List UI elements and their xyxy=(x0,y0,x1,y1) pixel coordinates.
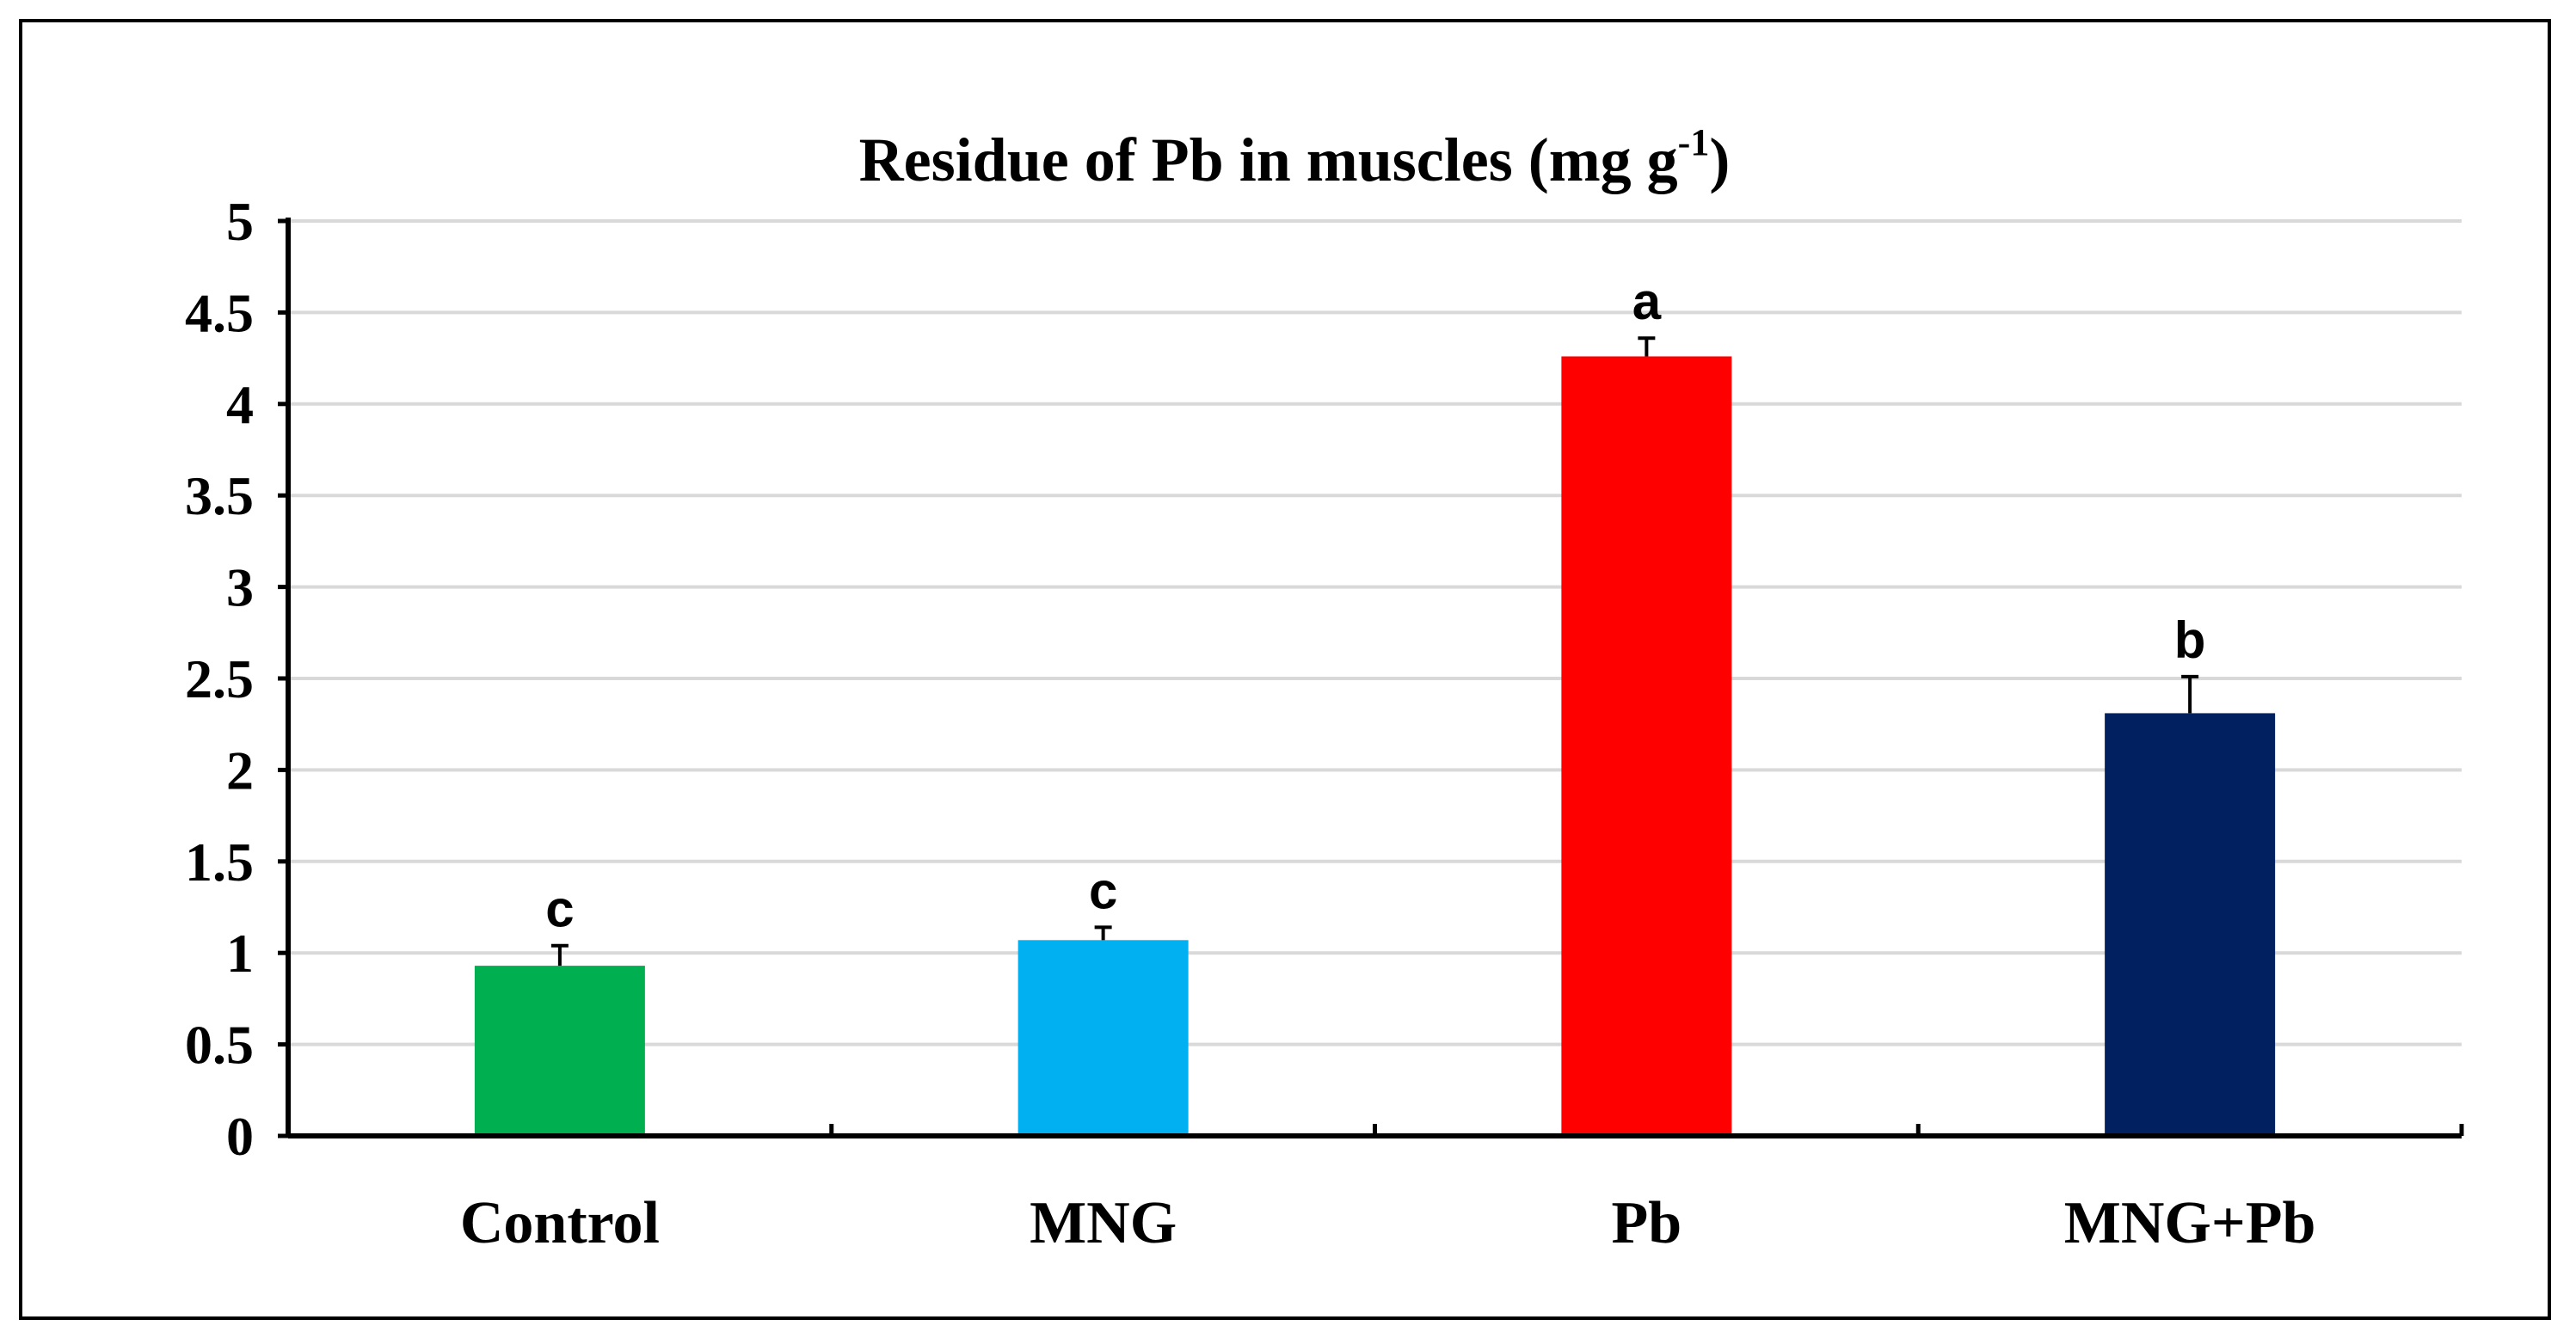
y-tick-label: 1.5 xyxy=(185,832,254,893)
y-tick-label: 4.5 xyxy=(185,282,254,343)
bar-control xyxy=(474,966,645,1136)
y-tick-label: 0 xyxy=(226,1106,254,1167)
y-tick-label: 2 xyxy=(226,740,254,801)
significance-letter: b xyxy=(2174,611,2206,669)
axes xyxy=(278,218,2464,1138)
y-tick-label: 4 xyxy=(226,374,254,435)
y-tick-label: 5 xyxy=(226,191,254,252)
bar-mng-pb xyxy=(2105,713,2276,1136)
gridlines xyxy=(288,219,2462,1046)
y-tick-label: 2.5 xyxy=(185,648,254,709)
bars xyxy=(474,336,2276,1136)
significance-letter: a xyxy=(1632,273,1662,330)
x-category-label: MNG xyxy=(1030,1190,1177,1256)
chart-title: Residue of Pb in muscles (mg g-1) xyxy=(859,121,1731,194)
significance-letter: c xyxy=(545,881,574,938)
x-category-label: MNG+Pb xyxy=(2064,1190,2316,1256)
bar-mng xyxy=(1017,940,1189,1136)
y-tick-label: 3 xyxy=(226,557,254,618)
title-suffix: ) xyxy=(1709,126,1730,194)
labels: 0 0.5 1 1.5 2 2.5 3 3.5 4 4.5 5 c Control c MNG a Pb b MNG… xyxy=(185,191,2315,1256)
y-tick-label: 0.5 xyxy=(185,1015,254,1076)
title-superscript: -1 xyxy=(1678,121,1710,163)
x-category-label: Control xyxy=(460,1190,660,1256)
title-main: Residue of Pb in muscles (mg g xyxy=(859,126,1678,194)
bar-pb xyxy=(1561,356,1732,1136)
x-category-label: Pb xyxy=(1612,1190,1682,1256)
significance-letter: c xyxy=(1089,862,1117,919)
y-tick-label: 3.5 xyxy=(185,465,254,526)
y-tick-label: 1 xyxy=(226,923,254,984)
